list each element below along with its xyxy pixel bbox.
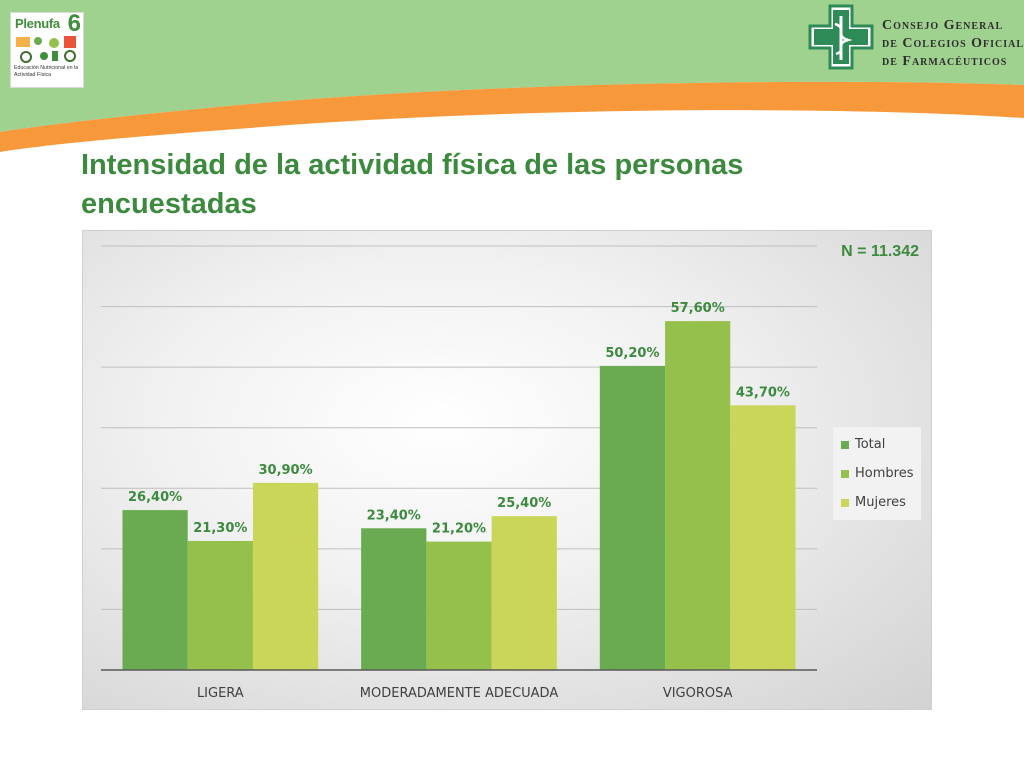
plenufa-logo: Plenufa 6 Educación Nutricional en la Ac…	[10, 12, 84, 88]
bar-chart-canvas: 26,40% 21,30% 30,90% 23,40% 21,20% 25,40% 50,2…	[101, 245, 817, 701]
cgcof-logo-line1: Consejo General	[882, 18, 1004, 33]
category-label: VIGOROSA	[663, 686, 733, 701]
data-label: 50,20%	[605, 346, 659, 361]
data-label: 26,40%	[128, 490, 182, 505]
slide-title: Intensidad de la actividad física de las…	[81, 149, 744, 220]
data-label: 30,90%	[258, 463, 312, 478]
legend-label: Hombres	[855, 466, 914, 481]
plenufa-logo-number: 6	[67, 12, 81, 37]
bar-total-3	[599, 365, 666, 670]
category-labels: LIGERA MODERADAMENTE ADECUADA VIGOROSA	[197, 686, 733, 701]
legend-item-total: Total	[833, 430, 921, 459]
cgcof-logo-line2: de Colegios Oficiales	[882, 36, 1024, 51]
bar-hombres-1	[187, 540, 253, 670]
data-label: 21,20%	[432, 522, 486, 537]
legend-item-mujeres: Mujeres	[833, 488, 921, 517]
legend-label: Mujeres	[855, 495, 906, 510]
data-label: 43,70%	[736, 385, 790, 400]
bar-hombres-2	[426, 541, 492, 670]
chart-legend: Total Hombres Mujeres	[833, 427, 921, 520]
bar-hombres-3	[665, 321, 731, 670]
legend-swatch	[841, 440, 849, 449]
plenufa-logo-subtitle: Educación Nutricional en la Actividad Fí…	[14, 65, 79, 78]
bar-mujeres-3	[730, 405, 796, 670]
legend-label: Total	[855, 437, 886, 452]
category-label: MODERADAMENTE ADECUADA	[360, 686, 559, 701]
legend-swatch	[841, 469, 849, 478]
data-label: 23,40%	[367, 508, 421, 523]
data-label: 57,60%	[671, 301, 725, 316]
data-label: 25,40%	[497, 496, 551, 511]
bar-total-2	[361, 528, 427, 670]
athletes-icon	[16, 36, 76, 63]
sample-size-label: N = 11.342	[841, 243, 919, 260]
bar-mujeres-1	[252, 482, 319, 670]
data-labels: 26,40% 21,30% 30,90% 23,40% 21,20% 25,40% 50,2…	[128, 301, 790, 536]
legend-item-hombres: Hombres	[833, 459, 921, 488]
bar-chart: 26,40% 21,30% 30,90% 23,40% 21,20% 25,40% 50,2…	[82, 230, 932, 710]
plenufa-logo-name: Plenufa	[15, 16, 60, 31]
bars	[122, 321, 796, 670]
header-band	[0, 0, 1024, 152]
bar-total-1	[122, 510, 188, 670]
pharmacy-cross-icon	[808, 4, 874, 70]
bar-mujeres-2	[491, 516, 557, 670]
legend-swatch	[841, 498, 849, 507]
cgcof-logo: Consejo General de Colegios Oficiales de…	[808, 4, 1024, 70]
category-label: LIGERA	[197, 686, 244, 701]
data-label: 21,30%	[193, 521, 247, 536]
cgcof-logo-line3: de Farmacéuticos	[882, 54, 1008, 69]
